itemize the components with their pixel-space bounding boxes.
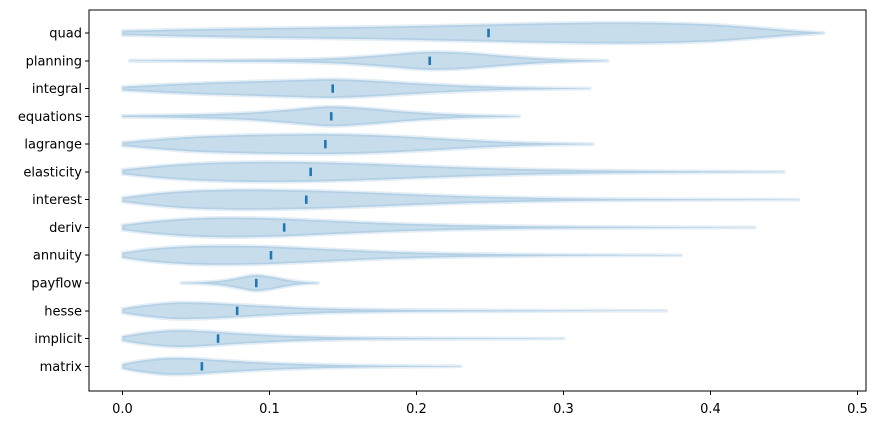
median-tick-annuity xyxy=(269,251,273,260)
violin-implicit xyxy=(122,330,564,347)
violin-halo-quad xyxy=(120,20,826,46)
x-tick-label-0.2: 0.2 xyxy=(406,402,427,417)
violin-lagrange xyxy=(122,134,593,155)
x-tick-label-0.5: 0.5 xyxy=(847,402,868,417)
violin-halo-annuity xyxy=(120,244,683,267)
violin-halo-deriv xyxy=(120,215,757,239)
violin-halo-elasticity xyxy=(120,160,786,184)
y-tick-label-deriv: deriv xyxy=(49,221,82,236)
median-tick-equations xyxy=(329,112,333,121)
plot-frame xyxy=(88,9,867,392)
violin-halo-interest xyxy=(120,187,801,212)
median-tick-deriv xyxy=(282,223,286,232)
violin-payflow xyxy=(181,274,319,292)
y-tick-label-hesse: hesse xyxy=(44,304,82,319)
violin-elasticity xyxy=(122,161,784,182)
median-tick-interest xyxy=(304,195,308,204)
median-tick-lagrange xyxy=(324,139,327,149)
violin-deriv xyxy=(122,217,755,238)
median-tick-payflow xyxy=(254,278,258,288)
x-tick-label-0.0: 0.0 xyxy=(112,402,133,417)
median-tick-elasticity xyxy=(309,167,312,177)
y-tick-label-quad: quad xyxy=(49,27,82,42)
y-tick-label-integral: integral xyxy=(32,82,82,97)
median-tick-implicit xyxy=(216,334,220,343)
median-tick-planning xyxy=(428,56,432,65)
violin-integral xyxy=(122,79,590,98)
violin-annuity xyxy=(122,245,682,265)
median-tick-matrix xyxy=(200,362,204,371)
y-tick-label-lagrange: lagrange xyxy=(24,138,82,153)
median-tick-integral xyxy=(331,84,335,93)
violin-halo-matrix xyxy=(120,356,463,377)
y-tick-label-interest: interest xyxy=(32,193,82,208)
violin-halo-planning xyxy=(128,50,610,72)
violin-halo-implicit xyxy=(120,328,566,349)
violin-equations xyxy=(122,106,520,127)
violin-quad xyxy=(122,22,824,44)
x-tick-label-0.4: 0.4 xyxy=(700,402,721,417)
y-tick-label-equations: equations xyxy=(18,110,82,125)
y-tick-label-annuity: annuity xyxy=(33,249,82,264)
violin-halo-payflow xyxy=(179,273,320,293)
y-tick-label-elasticity: elasticity xyxy=(23,165,82,180)
median-tick-hesse xyxy=(235,306,239,315)
violin-planning xyxy=(129,51,608,70)
violin-halo-hesse xyxy=(120,300,669,321)
violin-matrix xyxy=(122,357,461,375)
violin-interest xyxy=(122,189,799,210)
violin-halo-lagrange xyxy=(120,132,595,156)
y-tick-label-payflow: payflow xyxy=(31,277,82,292)
y-tick-label-implicit: implicit xyxy=(34,332,82,347)
x-tick-label-0.3: 0.3 xyxy=(553,402,574,417)
y-tick-label-matrix: matrix xyxy=(40,360,83,375)
y-tick-label-planning: planning xyxy=(26,54,82,69)
violin-halo-integral xyxy=(120,77,592,100)
violin-halo-equations xyxy=(120,104,522,128)
violin-hesse xyxy=(122,302,667,320)
x-tick-label-0.1: 0.1 xyxy=(259,402,280,417)
median-tick-quad xyxy=(487,28,490,38)
